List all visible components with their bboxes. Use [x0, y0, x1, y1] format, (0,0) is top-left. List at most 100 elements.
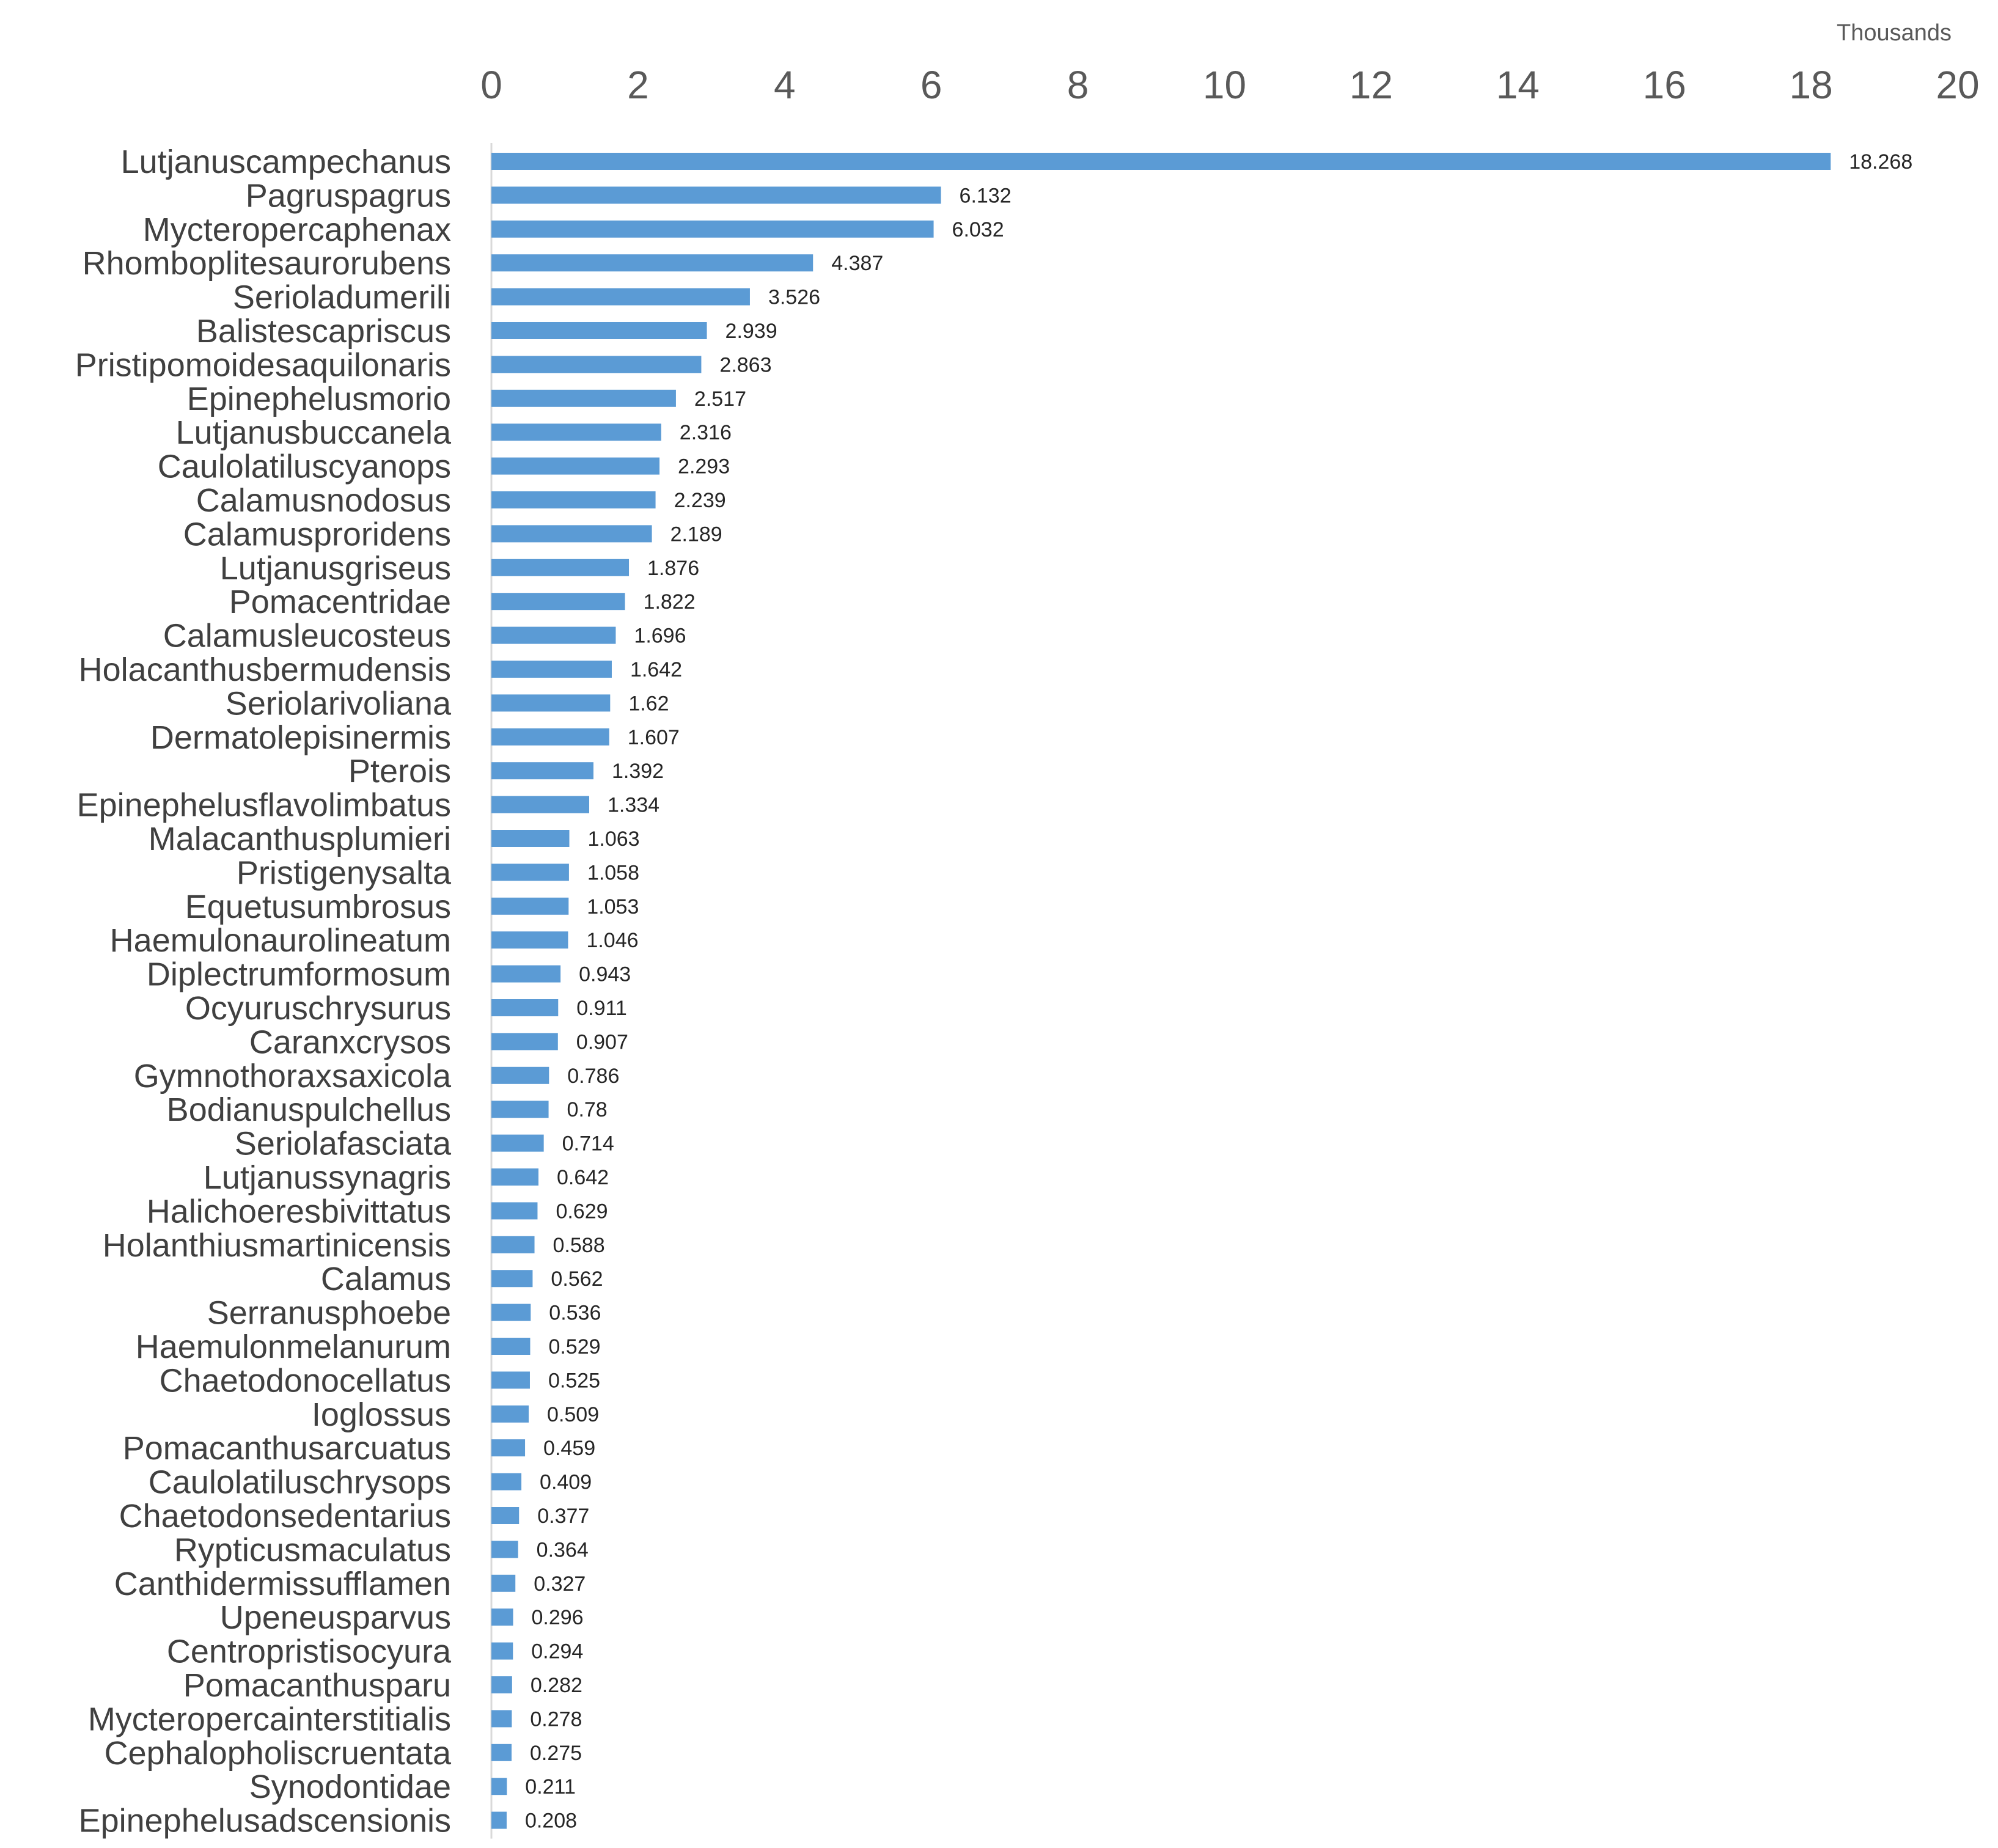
data-label: 1.607: [628, 726, 680, 749]
bar: [491, 864, 569, 881]
category-label: Malacanthusplumieri: [149, 821, 451, 857]
data-label: 1.334: [608, 794, 659, 817]
data-label: 0.911: [576, 997, 627, 1020]
bar: [491, 593, 625, 610]
bar: [491, 186, 941, 204]
data-label: 2.293: [678, 455, 730, 479]
category-label: Seriolarivoliana: [226, 685, 452, 722]
data-label: 0.409: [540, 1471, 592, 1494]
category-label: Pristigenysalta: [237, 854, 452, 891]
category-label: Pomacentridae: [229, 584, 451, 620]
bar: [491, 1439, 525, 1456]
data-label: 0.282: [531, 1674, 582, 1697]
bar: [491, 796, 589, 813]
data-label: 0.78: [567, 1098, 608, 1121]
category-label: Equetusumbrosus: [185, 889, 451, 925]
data-label: 1.876: [647, 557, 699, 580]
category-label: Epinephelusadscensionis: [79, 1803, 451, 1839]
data-label: 6.032: [952, 218, 1004, 241]
bar: [491, 1507, 519, 1524]
category-label: Caulolatiluscyanops: [158, 449, 451, 485]
data-label: 1.62: [628, 692, 669, 715]
data-label: 0.327: [534, 1572, 586, 1596]
data-label: 0.377: [537, 1505, 589, 1528]
category-label: Synodontidae: [249, 1769, 451, 1805]
category-label: Rypticusmaculatus: [174, 1531, 451, 1568]
data-label: 0.459: [543, 1437, 595, 1460]
category-label: Mycteropercaphenax: [143, 211, 451, 248]
category-label: Calamus: [321, 1261, 451, 1297]
x-tick-label: 12: [1350, 63, 1393, 107]
category-label: Pagruspagrus: [246, 177, 451, 214]
bar: [491, 830, 570, 847]
data-label: 1.822: [644, 590, 696, 614]
category-label: Halichoeresbivittatus: [147, 1193, 451, 1230]
category-label: Calamusnodosus: [196, 482, 451, 519]
data-label: 1.642: [630, 658, 682, 681]
bar: [491, 1575, 515, 1592]
category-label: Haemulonmelanurum: [136, 1329, 451, 1365]
bar: [491, 491, 656, 508]
data-label: 0.943: [579, 963, 631, 986]
data-label: 4.387: [831, 252, 883, 275]
category-label: Caulolatiluschrysops: [149, 1464, 451, 1501]
data-label: 1.696: [634, 625, 686, 648]
bar: [491, 1135, 544, 1152]
category-label: Haemulonaurolineatum: [110, 922, 451, 959]
x-tick-label: 0: [480, 63, 502, 107]
data-label: 2.517: [694, 387, 746, 411]
x-tick-label: 6: [920, 63, 942, 107]
data-label: 2.939: [725, 320, 777, 343]
bar: [491, 1304, 531, 1321]
bar: [491, 1676, 512, 1693]
category-label: Serranusphoebe: [207, 1295, 451, 1332]
bar: [491, 966, 560, 983]
bar: [491, 1338, 530, 1355]
bar: [491, 1473, 521, 1491]
data-label: 0.509: [547, 1403, 599, 1426]
bar: [491, 1541, 518, 1558]
bar: [491, 694, 610, 711]
data-label: 0.296: [532, 1606, 584, 1629]
data-label: 0.211: [525, 1775, 576, 1799]
bar: [491, 1270, 532, 1287]
x-tick-label: 20: [1936, 63, 1979, 107]
category-label: Rhomboplitesaurorubens: [83, 245, 451, 282]
data-label: 0.907: [576, 1030, 628, 1054]
bar: [491, 898, 568, 915]
data-label: 1.392: [612, 760, 664, 783]
data-label: 0.275: [530, 1742, 582, 1765]
bar: [491, 627, 615, 644]
bar: [491, 1101, 549, 1118]
data-label: 0.714: [562, 1132, 614, 1156]
category-label: Centropristisocyura: [167, 1634, 452, 1670]
bar: [491, 1236, 535, 1253]
bar: [491, 559, 629, 576]
data-label: 1.058: [587, 861, 639, 884]
category-label: Calamusleucosteus: [163, 618, 451, 654]
category-label: Chaetodonsedentarius: [119, 1498, 451, 1535]
bar: [491, 1710, 512, 1727]
category-label: Epinephelusmorio: [187, 381, 451, 417]
data-label: 2.316: [680, 421, 732, 444]
bar: [491, 1202, 537, 1219]
category-label: Lutjanussynagris: [204, 1159, 451, 1196]
category-label: Gymnothoraxsaxicola: [134, 1058, 452, 1094]
bar: [491, 424, 661, 441]
category-label: Lutjanusbuccanela: [176, 414, 452, 451]
data-label: 3.526: [768, 286, 820, 309]
data-label: 6.132: [960, 184, 1012, 207]
x-tick-label: 8: [1067, 63, 1089, 107]
category-label: Lutjanusgriseus: [220, 550, 451, 587]
bar: [491, 1643, 513, 1660]
data-label: 0.525: [548, 1369, 600, 1392]
bar: [491, 1371, 530, 1388]
x-tick-label: 4: [774, 63, 796, 107]
category-label: Diplectrumformosum: [147, 956, 451, 993]
category-label: Canthidermissufflamen: [114, 1566, 451, 1602]
category-label: Serioladumerili: [233, 279, 451, 316]
data-label: 18.268: [1849, 150, 1912, 174]
x-tick-label: 2: [627, 63, 649, 107]
category-label: Chaetodonocellatus: [160, 1362, 451, 1399]
category-label: Epinephelusflavolimbatus: [77, 787, 451, 824]
